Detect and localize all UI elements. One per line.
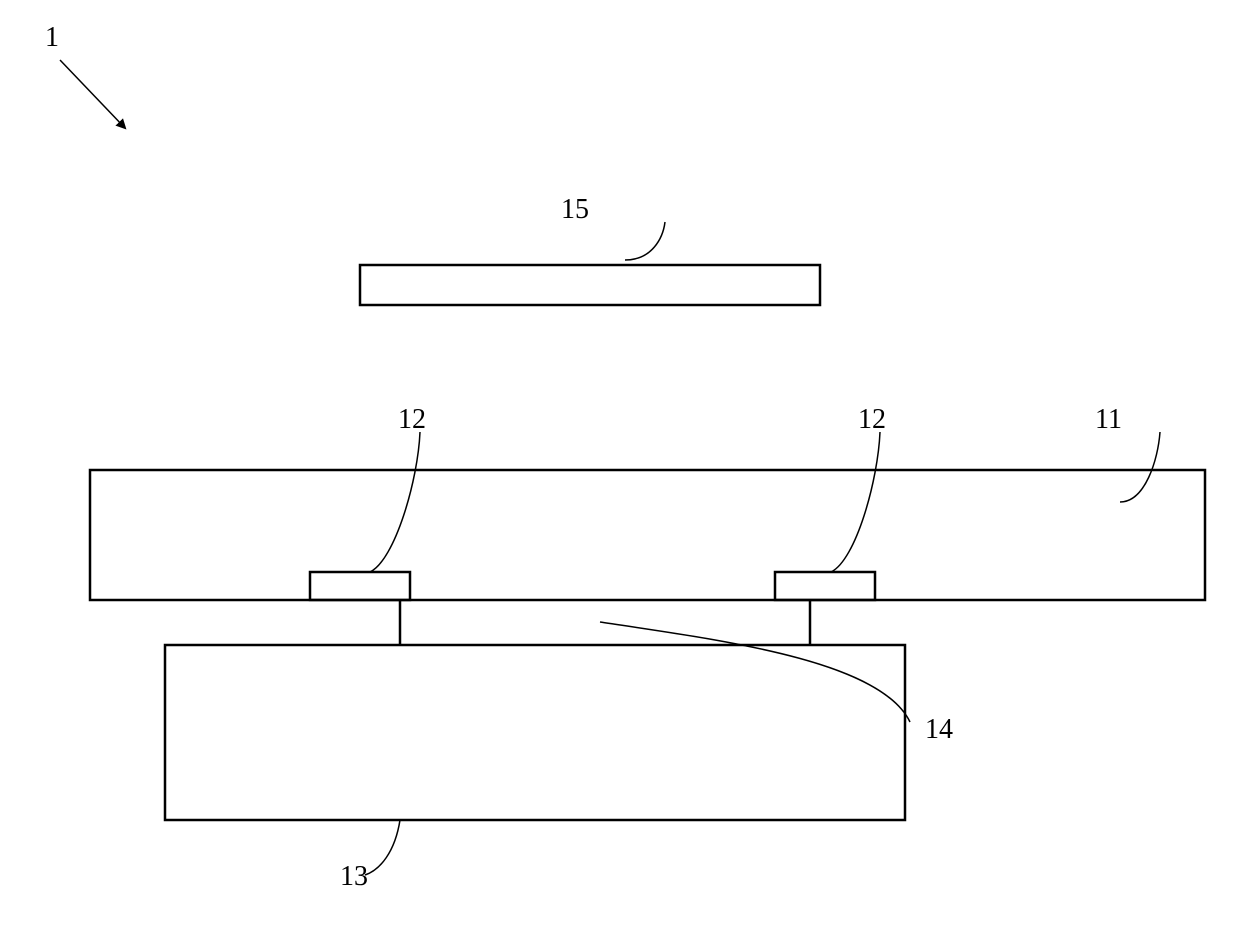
label-tab-right: 12: [858, 404, 886, 435]
shape-top-plate: [360, 265, 820, 305]
label-base: 13: [340, 861, 368, 892]
leader-tab-left: [370, 432, 420, 572]
shape-base: [165, 645, 905, 820]
label-top-plate: 15: [561, 194, 589, 225]
leader-main-body: [1120, 432, 1160, 502]
shape-tab-right: [775, 572, 875, 600]
shape-main-body: [90, 470, 1205, 600]
shape-tab-left: [310, 572, 410, 600]
label-main-body: 11: [1095, 404, 1122, 435]
leader-assembly: [60, 60, 125, 128]
label-gap: 14: [925, 714, 953, 745]
label-assembly: 1: [45, 22, 59, 53]
label-tab-left: 12: [398, 404, 426, 435]
leader-base: [365, 820, 400, 875]
leader-gap: [600, 622, 910, 722]
leader-top-plate: [625, 222, 665, 260]
leader-tab-right: [831, 432, 880, 572]
